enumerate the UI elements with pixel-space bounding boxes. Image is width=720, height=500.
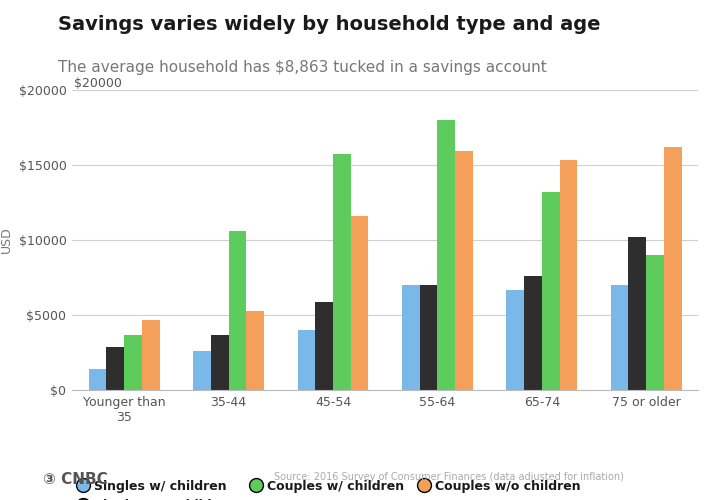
Bar: [246, 310, 264, 390]
Text: Savings varies widely by household type and age: Savings varies widely by household type …: [58, 15, 600, 34]
Bar: [211, 334, 228, 390]
Bar: [559, 160, 577, 390]
Bar: [541, 192, 559, 390]
Bar: [455, 152, 473, 390]
Bar: [524, 276, 541, 390]
Bar: [611, 285, 629, 390]
Bar: [629, 237, 647, 390]
Bar: [506, 290, 524, 390]
Bar: [420, 285, 438, 390]
Bar: [107, 346, 124, 390]
Bar: [124, 334, 142, 390]
Bar: [402, 285, 420, 390]
Bar: [193, 351, 211, 390]
Text: The average household has $8,863 tucked in a savings account: The average household has $8,863 tucked …: [58, 60, 546, 75]
Bar: [333, 154, 351, 390]
Bar: [228, 231, 246, 390]
Bar: [297, 330, 315, 390]
Bar: [664, 147, 682, 390]
Legend: Singles w/ children, Singles w/o children, Couples w/ children, Couples w/o chil: Singles w/ children, Singles w/o childre…: [78, 480, 581, 500]
Bar: [438, 120, 455, 390]
Text: $20000: $20000: [74, 77, 122, 90]
Y-axis label: USD: USD: [0, 226, 13, 254]
Text: ③ CNBC: ③ CNBC: [43, 472, 108, 488]
Bar: [89, 369, 107, 390]
Bar: [142, 320, 160, 390]
Bar: [647, 255, 664, 390]
Bar: [315, 302, 333, 390]
Bar: [351, 216, 369, 390]
Text: Source: 2016 Survey of Consumer Finances (data adjusted for inflation): Source: 2016 Survey of Consumer Finances…: [274, 472, 624, 482]
